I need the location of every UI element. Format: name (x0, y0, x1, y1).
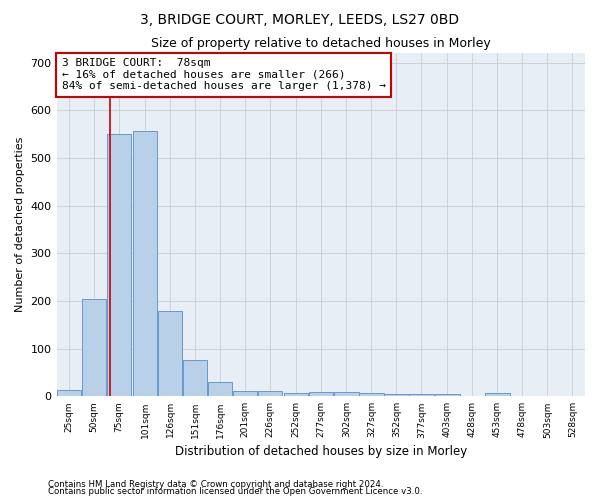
Bar (107, 134, 131, 396)
Bar (384, 394, 409, 396)
Y-axis label: Number of detached properties: Number of detached properties (15, 137, 25, 312)
Bar (359, 394, 383, 396)
Bar (409, 394, 434, 396)
Text: Contains HM Land Registry data © Crown copyright and database right 2024.: Contains HM Land Registry data © Crown c… (48, 480, 383, 489)
Bar (485, 394, 509, 396)
Text: 3, BRIDGE COURT, MORLEY, LEEDS, LS27 0BD: 3, BRIDGE COURT, MORLEY, LEEDS, LS27 0BD (140, 12, 460, 26)
Bar (309, 392, 334, 396)
Bar (208, 382, 232, 396)
Title: Size of property relative to detached houses in Morley: Size of property relative to detached ho… (151, 38, 491, 51)
Bar (334, 392, 359, 396)
Bar (158, 312, 182, 396)
Bar (133, 131, 157, 396)
Bar (233, 390, 257, 396)
Bar (284, 392, 308, 396)
Text: Contains public sector information licensed under the Open Government Licence v3: Contains public sector information licen… (48, 487, 422, 496)
Bar (435, 394, 460, 396)
Bar (82, 299, 106, 396)
Bar (57, 390, 81, 396)
Text: 3 BRIDGE COURT:  78sqm
← 16% of detached houses are smaller (266)
84% of semi-de: 3 BRIDGE COURT: 78sqm ← 16% of detached … (62, 58, 386, 92)
Bar (183, 360, 208, 397)
Bar (258, 390, 283, 396)
X-axis label: Distribution of detached houses by size in Morley: Distribution of detached houses by size … (175, 444, 467, 458)
